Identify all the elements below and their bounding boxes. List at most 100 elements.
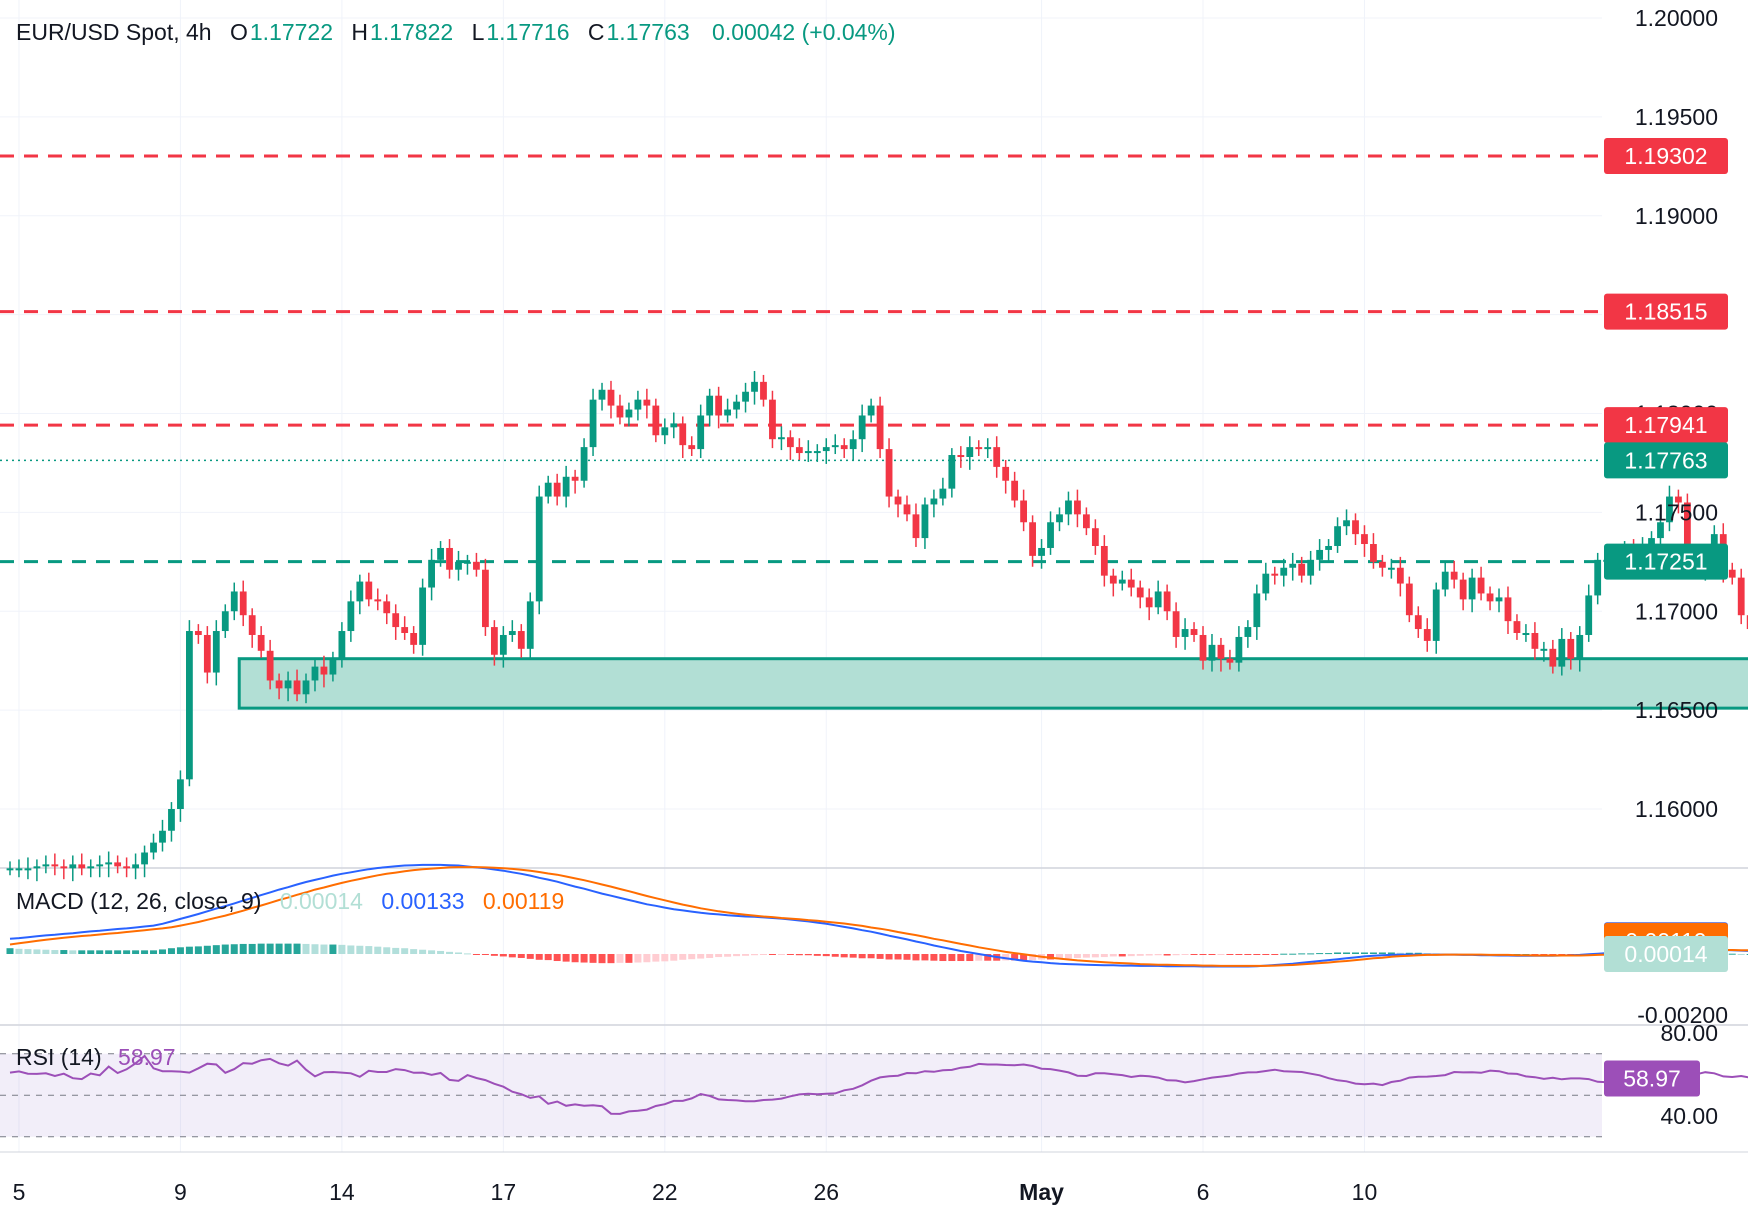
candle-body-120 <box>1083 514 1090 529</box>
macd-hist-bar-86 <box>777 954 785 955</box>
macd-signal-value: 0.00119 <box>482 888 565 914</box>
candle-body-152 <box>1370 544 1377 562</box>
candle-body-11 <box>105 862 113 865</box>
candle-body-150 <box>1352 520 1359 535</box>
rsi-tick-label: 40.00 <box>1660 1103 1718 1129</box>
macd-hist-bar-43 <box>392 947 400 954</box>
candle-body-185 <box>1666 496 1673 523</box>
macd-hist-bar-15 <box>141 950 149 954</box>
candle-body-60 <box>544 482 552 497</box>
candle-body-92 <box>831 445 839 448</box>
candle-body-27 <box>248 615 256 635</box>
candle-body-14 <box>132 864 139 869</box>
candle-body-141 <box>1271 573 1279 576</box>
candle-body-175 <box>1576 634 1584 659</box>
candle-body-117 <box>1056 514 1063 523</box>
macd-hist-bar-103 <box>930 954 938 961</box>
macd-hist-bar-10 <box>96 950 104 954</box>
level-tag-2-text: 1.17941 <box>1624 412 1707 438</box>
candle-body-39 <box>356 581 364 602</box>
macd-hist-bar-157 <box>1414 952 1422 954</box>
candle-body-127 <box>1145 597 1153 608</box>
macd-hist-bar-25 <box>230 944 238 954</box>
candle-body-170 <box>1531 633 1539 649</box>
macd-hist-bar-5 <box>51 950 59 954</box>
macd-hist-bar-84 <box>759 954 767 955</box>
open-value: 1.17722 <box>249 19 334 45</box>
rsi-tick-label: 80.00 <box>1660 1020 1718 1046</box>
macd-hist-bar-27 <box>248 943 256 954</box>
macd-hist-bar-141 <box>1271 954 1279 955</box>
candle-body-131 <box>1181 629 1189 637</box>
candle-body-57 <box>517 631 525 649</box>
macd-hist-bar-46 <box>419 949 427 954</box>
time-tick-label: May <box>1019 1179 1064 1205</box>
candle-body-87 <box>786 437 794 448</box>
candle-body-135 <box>1217 644 1225 659</box>
macd-hist-bar-83 <box>751 954 759 956</box>
macd-hist-bar-31 <box>284 943 292 954</box>
macd-hist-bar-136 <box>1226 954 1234 955</box>
macd-hist-tag-bg <box>1604 936 1728 972</box>
macd-hist-bar-127 <box>1145 954 1153 956</box>
macd-hist-bar-108 <box>975 954 983 961</box>
macd-hist-tag-text: 0.00014 <box>1624 941 1707 967</box>
candle-body-51 <box>464 561 471 564</box>
macd-hist-bar-74 <box>670 954 678 961</box>
macd-hist-bar-156 <box>1405 952 1413 954</box>
macd-hist-bar-85 <box>768 954 776 955</box>
candle-body-19 <box>177 779 184 809</box>
macd-hist-bar-70 <box>634 954 642 963</box>
candle-body-31 <box>284 680 292 689</box>
candle-body-55 <box>499 634 507 655</box>
macd-hist-bar-12 <box>114 950 122 954</box>
candle-body-104 <box>939 488 947 499</box>
candle-body-8 <box>78 864 86 869</box>
support-zone-rect <box>237 657 1748 710</box>
macd-hist-bar-114 <box>1029 954 1037 961</box>
rsi-pane <box>0 1053 1748 1138</box>
macd-hist-bar-93 <box>840 954 848 958</box>
macd-hist-bar-51 <box>463 953 471 955</box>
candle-body-167 <box>1504 597 1512 622</box>
level-tag-0-bg <box>1604 138 1728 175</box>
macd-legend: MACD (12, 26, close, 9) 0.00014 0.00133 … <box>16 888 566 915</box>
time-tick-label: 10 <box>1352 1179 1378 1205</box>
candle-body-23 <box>212 631 220 673</box>
candle-body-160 <box>1441 571 1449 590</box>
macd-hist-bar-129 <box>1163 954 1171 956</box>
macd-signal-line <box>9 866 1748 967</box>
macd-line-value: 0.00133 <box>381 888 465 914</box>
candle-body-183 <box>1648 538 1655 548</box>
macd-hist-bar-64 <box>580 954 588 963</box>
rsi-legend: RSI (14) 58.97 <box>16 1044 178 1071</box>
candle-body-3 <box>33 866 41 869</box>
macd-hist-bar-36 <box>329 944 337 954</box>
candle-body-79 <box>715 395 723 416</box>
candle-body-169 <box>1522 633 1530 636</box>
price-tick-label: 1.20000 <box>1635 5 1718 31</box>
candle-body-63 <box>571 476 579 481</box>
candle-body-34 <box>311 666 319 681</box>
candle-body-17 <box>159 830 166 843</box>
macd-hist-bar-138 <box>1244 954 1252 955</box>
candle-body-138 <box>1244 627 1252 637</box>
candle-body-159 <box>1432 589 1440 641</box>
macd-hist-bar-63 <box>571 954 579 963</box>
candle-body-123 <box>1109 575 1117 584</box>
candle-body-61 <box>553 482 561 497</box>
candle-body-44 <box>401 627 409 634</box>
time-tick-label: 17 <box>491 1179 517 1205</box>
time-tick-label: 9 <box>174 1179 187 1205</box>
candle-body-5 <box>51 864 59 867</box>
candle-body-108 <box>975 447 983 450</box>
price-tick-label: 1.16000 <box>1635 796 1718 822</box>
price-tick-label: 1.17000 <box>1635 598 1718 624</box>
candle-body-157 <box>1414 615 1422 630</box>
candle-body-187 <box>1683 502 1691 562</box>
candle-body-73 <box>661 427 669 436</box>
macd-hist-bar-125 <box>1127 954 1135 957</box>
candle-body-54 <box>490 627 498 655</box>
macd-hist-bar-58 <box>526 954 534 959</box>
